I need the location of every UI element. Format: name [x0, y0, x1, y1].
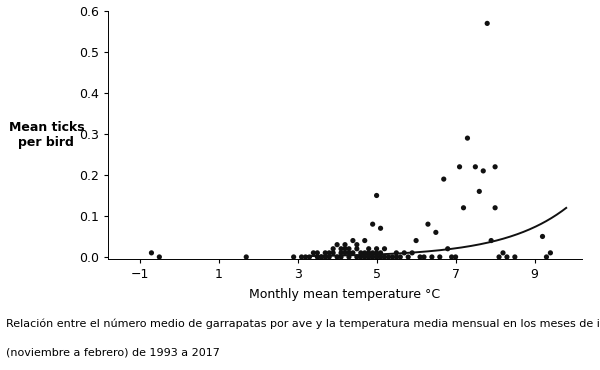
Point [360, 238, 370, 243]
Point [305, 254, 314, 260]
Point [376, 225, 385, 231]
Point [325, 254, 334, 260]
Point [352, 242, 362, 248]
Point [510, 254, 520, 260]
Point [317, 254, 326, 260]
Point [380, 254, 389, 260]
Point [368, 254, 377, 260]
Point [376, 254, 385, 260]
Point [372, 250, 382, 256]
Point [364, 254, 373, 260]
Point [463, 135, 472, 141]
Point [356, 254, 365, 260]
Point [364, 254, 373, 260]
Point [487, 238, 496, 243]
Point [545, 250, 555, 256]
Point [356, 250, 365, 256]
Text: Relación entre el número medio de garrapatas por ave y la temperatura media mens: Relación entre el número medio de garrap… [6, 318, 600, 329]
Point [407, 250, 417, 256]
Point [478, 168, 488, 174]
Point [490, 205, 500, 211]
Point [443, 246, 452, 252]
Point [427, 254, 437, 260]
Point [490, 164, 500, 170]
Point [308, 250, 318, 256]
Point [475, 188, 484, 194]
Point [340, 242, 350, 248]
Point [372, 246, 382, 252]
Point [241, 254, 251, 260]
Point [439, 176, 449, 182]
Point [344, 250, 354, 256]
Point [376, 254, 385, 260]
Point [344, 254, 354, 260]
Point [498, 250, 508, 256]
Point [348, 238, 358, 243]
Point [336, 254, 346, 260]
Point [447, 254, 457, 260]
Point [328, 246, 338, 252]
Point [383, 254, 393, 260]
Point [372, 192, 382, 198]
Point [317, 254, 326, 260]
Point [340, 246, 350, 252]
Point [395, 254, 405, 260]
Point [431, 229, 440, 235]
Point [360, 250, 370, 256]
Point [344, 246, 354, 252]
Point [419, 254, 429, 260]
X-axis label: Monthly mean temperature °C: Monthly mean temperature °C [250, 288, 440, 301]
Point [470, 164, 480, 170]
Point [538, 233, 547, 239]
Point [400, 250, 409, 256]
Point [364, 246, 373, 252]
Point [542, 254, 551, 260]
Point [364, 250, 373, 256]
Point [340, 250, 350, 256]
Point [455, 164, 464, 170]
Point [332, 242, 342, 248]
Point [403, 254, 413, 260]
Point [494, 254, 504, 260]
Point [412, 238, 421, 243]
Point [336, 250, 346, 256]
Point [368, 221, 377, 227]
Text: Mean ticks
per bird: Mean ticks per bird [8, 121, 84, 149]
Point [415, 254, 425, 260]
Point [352, 254, 362, 260]
Point [482, 20, 492, 26]
Point [155, 254, 164, 260]
Point [320, 254, 330, 260]
Point [372, 254, 382, 260]
Point [392, 254, 401, 260]
Point [459, 205, 469, 211]
Point [423, 221, 433, 227]
Point [376, 250, 385, 256]
Point [352, 246, 362, 252]
Point [348, 250, 358, 256]
Point [301, 254, 310, 260]
Point [146, 250, 156, 256]
Point [313, 250, 322, 256]
Point [313, 254, 322, 260]
Point [360, 254, 370, 260]
Point [368, 250, 377, 256]
Point [372, 254, 382, 260]
Point [325, 250, 334, 256]
Point [502, 254, 512, 260]
Point [297, 254, 307, 260]
Point [380, 246, 389, 252]
Point [289, 254, 298, 260]
Point [392, 250, 401, 256]
Point [451, 254, 460, 260]
Point [332, 254, 342, 260]
Point [388, 254, 397, 260]
Text: (noviembre a febrero) de 1993 a 2017: (noviembre a febrero) de 1993 a 2017 [6, 348, 220, 358]
Point [320, 250, 330, 256]
Point [435, 254, 445, 260]
Point [328, 250, 338, 256]
Point [336, 246, 346, 252]
